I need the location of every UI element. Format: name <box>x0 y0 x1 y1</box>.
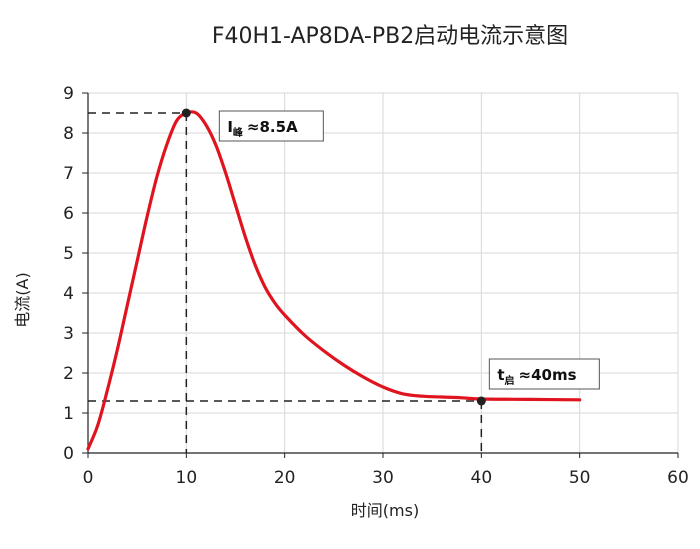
y-tick-label: 2 <box>63 364 74 384</box>
annotation-label: I峰 ≈8.5A <box>227 118 298 139</box>
x-tick-label: 10 <box>176 468 198 488</box>
y-tick-label: 7 <box>63 164 74 184</box>
annotation-box <box>218 110 324 142</box>
data-point-marker <box>181 108 191 118</box>
y-tick-label: 1 <box>63 404 74 424</box>
x-tick-label: 50 <box>569 468 591 488</box>
y-tick-labels: 0 1 2 3 4 5 6 7 8 9 <box>63 84 74 464</box>
y-tick-label: 5 <box>63 244 74 264</box>
axes <box>82 92 679 458</box>
x-axis-label: 时间(ms) <box>351 501 419 520</box>
y-tick-label: 3 <box>63 324 74 344</box>
y-tick-label: 0 <box>63 444 74 464</box>
x-tick-label: 30 <box>372 468 394 488</box>
current-curve <box>86 110 582 451</box>
annotation-layer: I峰 ≈8.5A t启 ≈40ms <box>181 108 600 406</box>
y-tick-label: 8 <box>63 124 74 144</box>
annotation-box <box>488 358 600 390</box>
x-tick-labels: 0 10 20 30 40 50 60 <box>83 468 689 488</box>
chart-title: F40H1-AP8DA-PB2启动电流示意图 <box>212 24 568 49</box>
y-tick-label: 4 <box>63 284 74 304</box>
y-axis-label: 电流(A) <box>13 272 32 327</box>
series-layer <box>86 110 582 451</box>
guide-lines <box>88 112 483 453</box>
y-tick-label: 6 <box>63 204 74 224</box>
y-tick-label: 9 <box>63 84 74 104</box>
annotation-label: t启 ≈40ms <box>497 366 576 387</box>
grid <box>88 92 679 453</box>
x-tick-label: 60 <box>667 468 689 488</box>
data-point-marker <box>476 396 486 406</box>
x-tick-label: 0 <box>83 468 94 488</box>
x-tick-label: 20 <box>274 468 296 488</box>
x-tick-label: 40 <box>471 468 493 488</box>
